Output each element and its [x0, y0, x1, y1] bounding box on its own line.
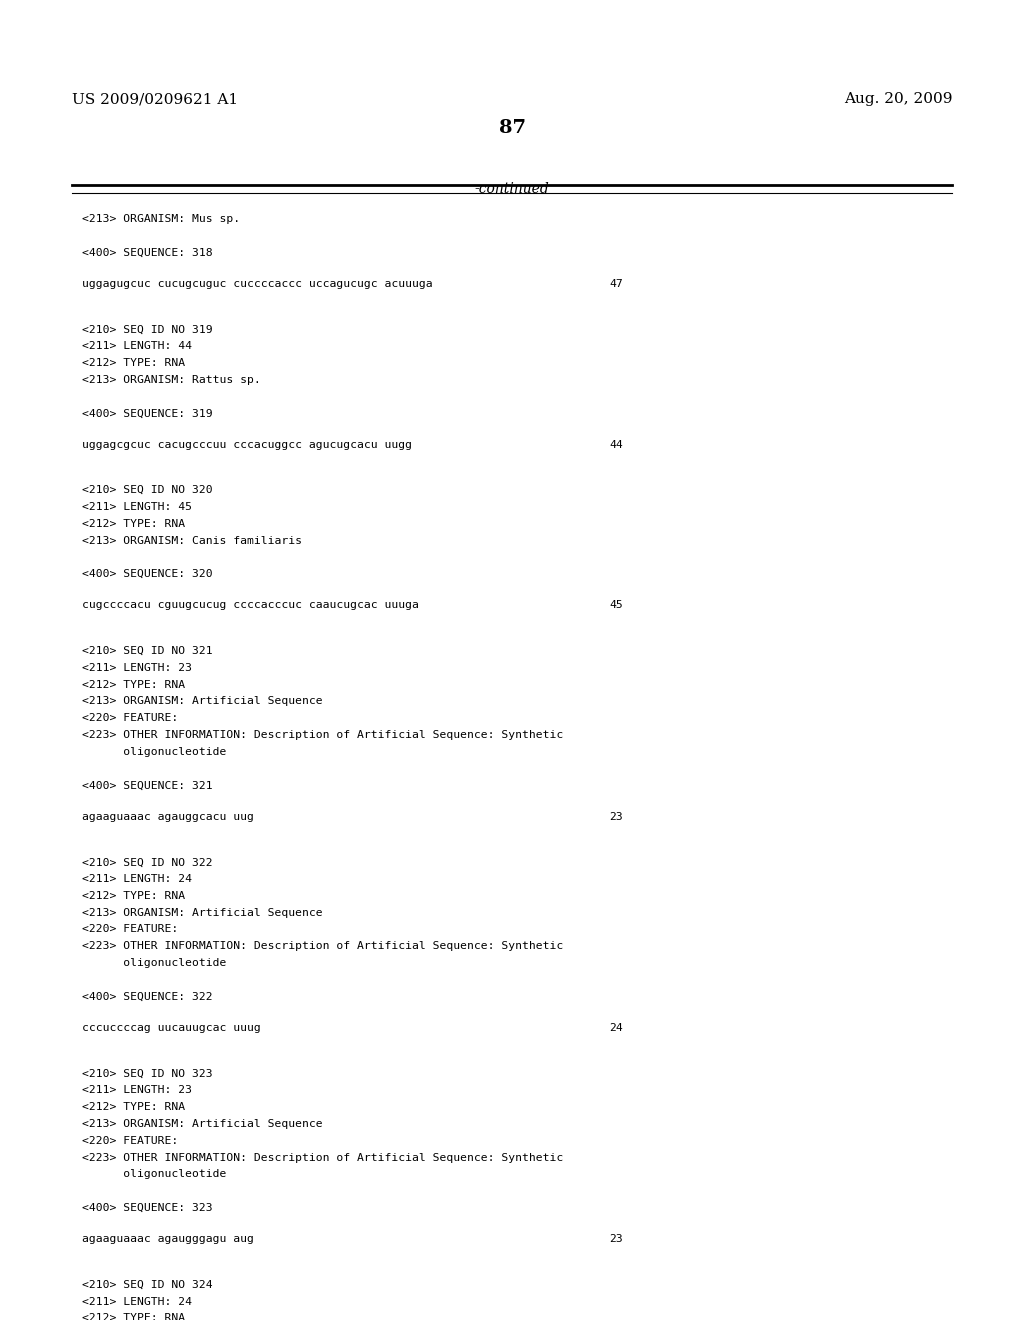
- Text: <211> LENGTH: 24: <211> LENGTH: 24: [82, 874, 191, 884]
- Text: <400> SEQUENCE: 321: <400> SEQUENCE: 321: [82, 780, 213, 791]
- Text: <400> SEQUENCE: 323: <400> SEQUENCE: 323: [82, 1203, 213, 1213]
- Text: <213> ORGANISM: Artificial Sequence: <213> ORGANISM: Artificial Sequence: [82, 1119, 323, 1129]
- Text: <220> FEATURE:: <220> FEATURE:: [82, 713, 178, 723]
- Text: cccuccccag uucauugcac uuug: cccuccccag uucauugcac uuug: [82, 1023, 261, 1034]
- Text: <223> OTHER INFORMATION: Description of Artificial Sequence: Synthetic: <223> OTHER INFORMATION: Description of …: [82, 1152, 563, 1163]
- Text: <400> SEQUENCE: 318: <400> SEQUENCE: 318: [82, 247, 213, 257]
- Text: 44: 44: [609, 440, 623, 450]
- Text: <211> LENGTH: 23: <211> LENGTH: 23: [82, 1085, 191, 1096]
- Text: <211> LENGTH: 24: <211> LENGTH: 24: [82, 1296, 191, 1307]
- Text: oligonucleotide: oligonucleotide: [82, 1170, 226, 1179]
- Text: <210> SEQ ID NO 320: <210> SEQ ID NO 320: [82, 486, 213, 495]
- Text: Aug. 20, 2009: Aug. 20, 2009: [844, 92, 952, 107]
- Text: 23: 23: [609, 1234, 623, 1245]
- Text: <213> ORGANISM: Mus sp.: <213> ORGANISM: Mus sp.: [82, 214, 240, 224]
- Text: <212> TYPE: RNA: <212> TYPE: RNA: [82, 891, 185, 900]
- Text: agaaguaaac agauggcacu uug: agaaguaaac agauggcacu uug: [82, 812, 254, 821]
- Text: <212> TYPE: RNA: <212> TYPE: RNA: [82, 1313, 185, 1320]
- Text: <210> SEQ ID NO 324: <210> SEQ ID NO 324: [82, 1280, 213, 1290]
- Text: <210> SEQ ID NO 322: <210> SEQ ID NO 322: [82, 857, 213, 867]
- Text: <220> FEATURE:: <220> FEATURE:: [82, 1135, 178, 1146]
- Text: <213> ORGANISM: Artificial Sequence: <213> ORGANISM: Artificial Sequence: [82, 697, 323, 706]
- Text: 24: 24: [609, 1023, 623, 1034]
- Text: agaaguaaac agaugggagu aug: agaaguaaac agaugggagu aug: [82, 1234, 254, 1245]
- Text: <211> LENGTH: 23: <211> LENGTH: 23: [82, 663, 191, 673]
- Text: <213> ORGANISM: Rattus sp.: <213> ORGANISM: Rattus sp.: [82, 375, 261, 384]
- Text: <400> SEQUENCE: 319: <400> SEQUENCE: 319: [82, 408, 213, 418]
- Text: cugccccacu cguugcucug ccccacccuc caaucugcac uuuga: cugccccacu cguugcucug ccccacccuc caaucug…: [82, 601, 419, 610]
- Text: <223> OTHER INFORMATION: Description of Artificial Sequence: Synthetic: <223> OTHER INFORMATION: Description of …: [82, 730, 563, 741]
- Text: <213> ORGANISM: Artificial Sequence: <213> ORGANISM: Artificial Sequence: [82, 908, 323, 917]
- Text: 87: 87: [499, 119, 525, 137]
- Text: <210> SEQ ID NO 321: <210> SEQ ID NO 321: [82, 645, 213, 656]
- Text: 47: 47: [609, 279, 623, 289]
- Text: <400> SEQUENCE: 322: <400> SEQUENCE: 322: [82, 991, 213, 1002]
- Text: -continued: -continued: [475, 182, 549, 197]
- Text: oligonucleotide: oligonucleotide: [82, 958, 226, 968]
- Text: <212> TYPE: RNA: <212> TYPE: RNA: [82, 358, 185, 368]
- Text: <212> TYPE: RNA: <212> TYPE: RNA: [82, 519, 185, 529]
- Text: <210> SEQ ID NO 319: <210> SEQ ID NO 319: [82, 325, 213, 334]
- Text: <211> LENGTH: 45: <211> LENGTH: 45: [82, 502, 191, 512]
- Text: <212> TYPE: RNA: <212> TYPE: RNA: [82, 680, 185, 689]
- Text: oligonucleotide: oligonucleotide: [82, 747, 226, 756]
- Text: <223> OTHER INFORMATION: Description of Artificial Sequence: Synthetic: <223> OTHER INFORMATION: Description of …: [82, 941, 563, 952]
- Text: <220> FEATURE:: <220> FEATURE:: [82, 924, 178, 935]
- Text: 23: 23: [609, 812, 623, 821]
- Text: <211> LENGTH: 44: <211> LENGTH: 44: [82, 341, 191, 351]
- Text: <212> TYPE: RNA: <212> TYPE: RNA: [82, 1102, 185, 1113]
- Text: <210> SEQ ID NO 323: <210> SEQ ID NO 323: [82, 1068, 213, 1078]
- Text: US 2009/0209621 A1: US 2009/0209621 A1: [72, 92, 238, 107]
- Text: <400> SEQUENCE: 320: <400> SEQUENCE: 320: [82, 569, 213, 579]
- Text: uggagcgcuc cacugcccuu cccacuggcc agucugcacu uugg: uggagcgcuc cacugcccuu cccacuggcc agucugc…: [82, 440, 412, 450]
- Text: uggagugcuc cucugcuguc cuccccaccc uccagucugc acuuuga: uggagugcuc cucugcuguc cuccccaccc uccaguc…: [82, 279, 432, 289]
- Text: 45: 45: [609, 601, 623, 610]
- Text: <213> ORGANISM: Canis familiaris: <213> ORGANISM: Canis familiaris: [82, 536, 302, 545]
